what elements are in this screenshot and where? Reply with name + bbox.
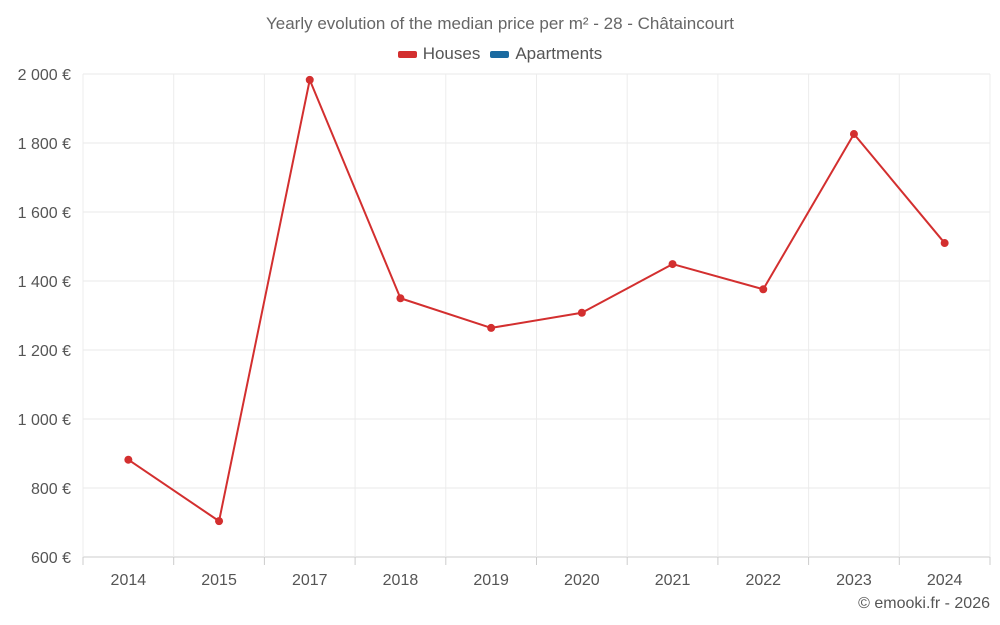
legend-item-apartments[interactable]: Apartments	[490, 44, 602, 64]
data-point-houses	[759, 285, 768, 294]
legend-item-houses[interactable]: Houses	[397, 44, 481, 64]
data-point-houses	[124, 455, 133, 464]
data-point-houses	[940, 239, 949, 248]
x-tick-label: 2022	[745, 572, 781, 589]
data-point-houses	[215, 517, 224, 526]
x-tick-label: 2015	[201, 572, 237, 589]
legend: Houses Apartments	[0, 44, 1000, 64]
legend-label-houses: Houses	[422, 44, 481, 63]
x-tick-label: 2018	[383, 572, 419, 589]
data-point-houses	[668, 260, 677, 269]
y-tick-label: 600 €	[31, 550, 71, 567]
data-point-houses	[577, 308, 586, 317]
x-tick-label: 2017	[292, 572, 328, 589]
series-line-houses	[127, 78, 946, 523]
x-tick-label: 2019	[473, 572, 509, 589]
data-point-houses	[396, 294, 405, 303]
y-tick-label: 1 000 €	[18, 412, 71, 429]
y-tick-label: 1 400 €	[18, 274, 71, 291]
x-tick-label: 2023	[836, 572, 872, 589]
legend-swatch-houses	[397, 50, 417, 58]
y-tick-label: 1 800 €	[18, 136, 71, 153]
data-point-houses	[305, 75, 314, 84]
legend-label-apartments: Apartments	[515, 44, 603, 63]
credit-text: © emooki.fr - 2026	[858, 595, 990, 612]
data-point-houses	[849, 130, 858, 139]
chart-title: Yearly evolution of the median price per…	[265, 14, 735, 33]
legend-swatch-apartments	[490, 50, 510, 58]
y-tick-label: 800 €	[31, 481, 71, 498]
y-tick-label: 1 200 €	[18, 343, 71, 360]
x-tick-label: 2020	[564, 572, 600, 589]
y-tick-label: 2 000 €	[18, 67, 71, 84]
x-tick-label: 2024	[927, 572, 963, 589]
x-tick-label: 2014	[111, 572, 147, 589]
data-point-houses	[487, 323, 496, 332]
x-tick-label: 2021	[655, 572, 691, 589]
y-tick-label: 1 600 €	[18, 205, 71, 222]
